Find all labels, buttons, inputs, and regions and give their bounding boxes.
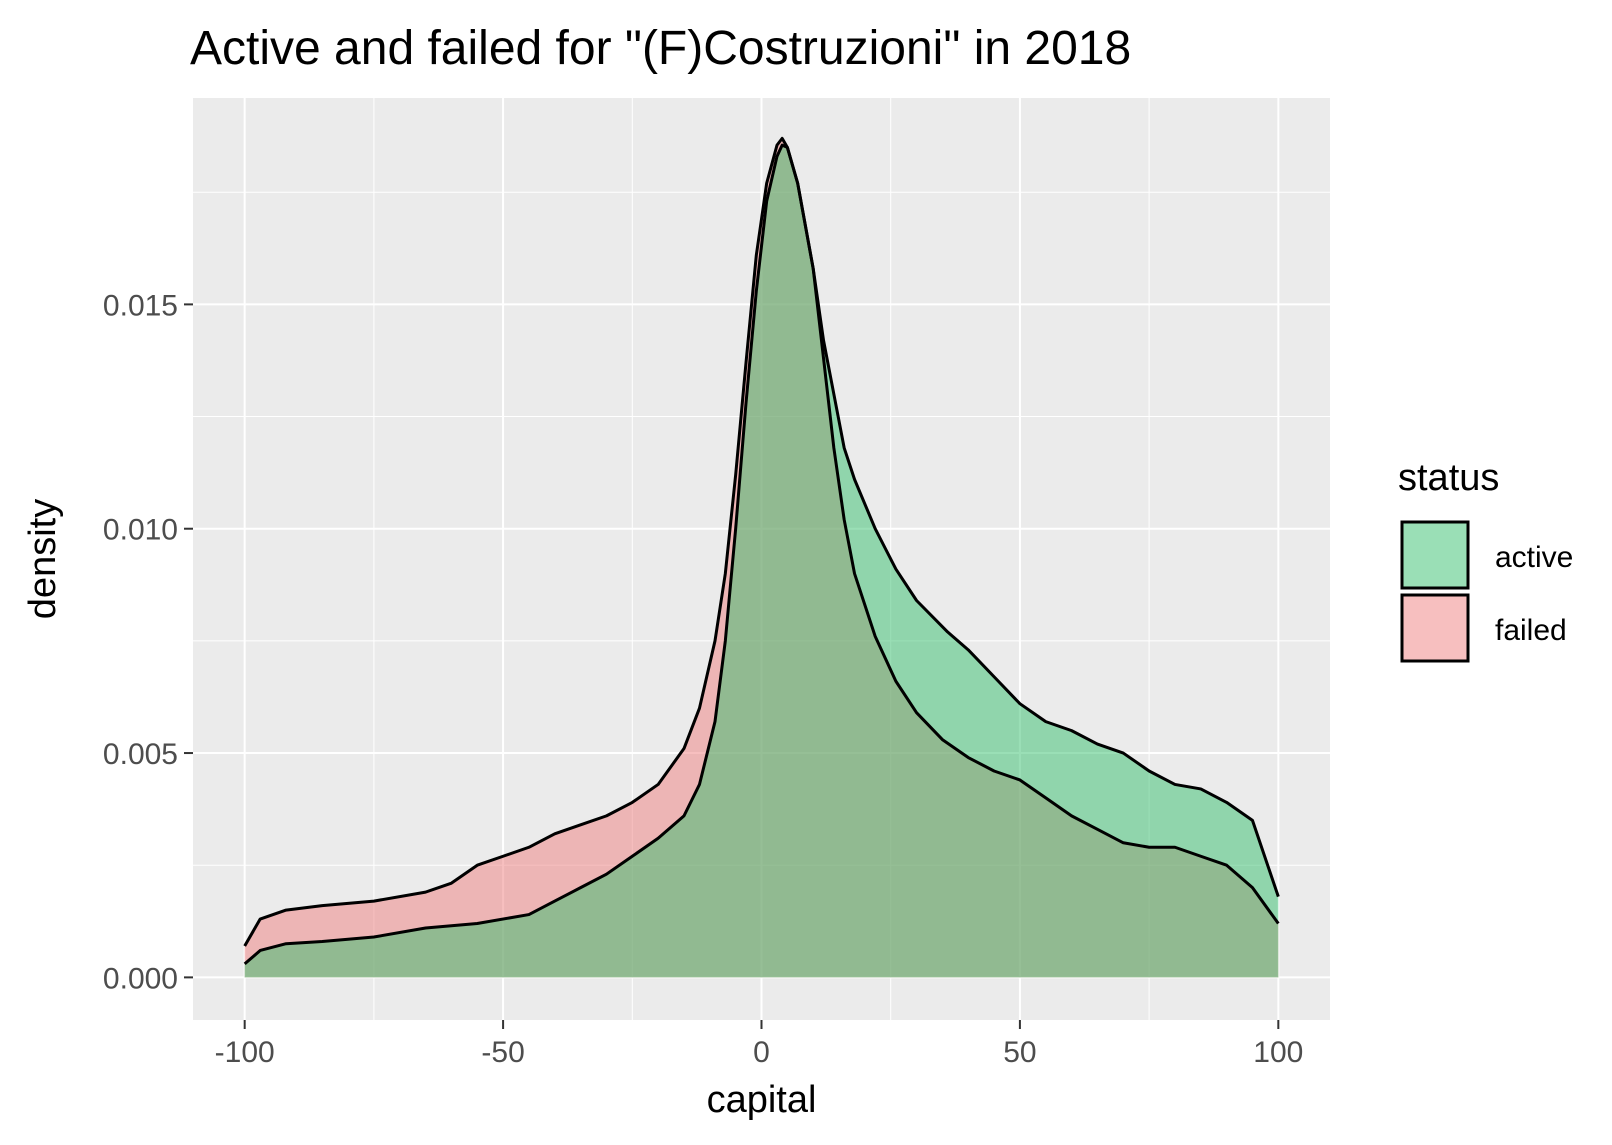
density-areas (244, 138, 1279, 978)
density-line-active (243, 143, 1280, 966)
legend-key-failed (1400, 593, 1470, 663)
legend-key-active (1400, 520, 1470, 590)
x-tick-label: 0 (753, 1036, 770, 1069)
y-axis-title: density (22, 499, 64, 619)
legend-label-failed: failed (1495, 614, 1567, 647)
legend-label-active: active (1495, 541, 1573, 574)
chart-title: Active and failed for "(F)Costruzioni" i… (190, 22, 1131, 75)
y-tick-label: 0.000 (103, 962, 178, 995)
legend-title: status (1398, 457, 1499, 499)
y-axis: 0.000 0.005 0.010 0.015 (103, 289, 193, 995)
legend: status active failed (1398, 457, 1573, 663)
x-tick-label: 50 (1003, 1036, 1036, 1069)
density-line-failed (243, 136, 1280, 947)
legend-items: active failed (1400, 520, 1573, 663)
x-tick-label: -50 (481, 1036, 524, 1069)
x-axis: -100 -50 0 50 100 (215, 1020, 1303, 1069)
density-area-active (244, 145, 1279, 978)
y-tick-label: 0.015 (103, 289, 178, 322)
y-tick-label: 0.010 (103, 514, 178, 547)
x-axis-title: capital (707, 1079, 817, 1121)
y-tick-label: 0.005 (103, 738, 178, 771)
density-outlines (243, 136, 1280, 966)
x-tick-label: -100 (215, 1036, 275, 1069)
x-tick-label: 100 (1253, 1036, 1303, 1069)
